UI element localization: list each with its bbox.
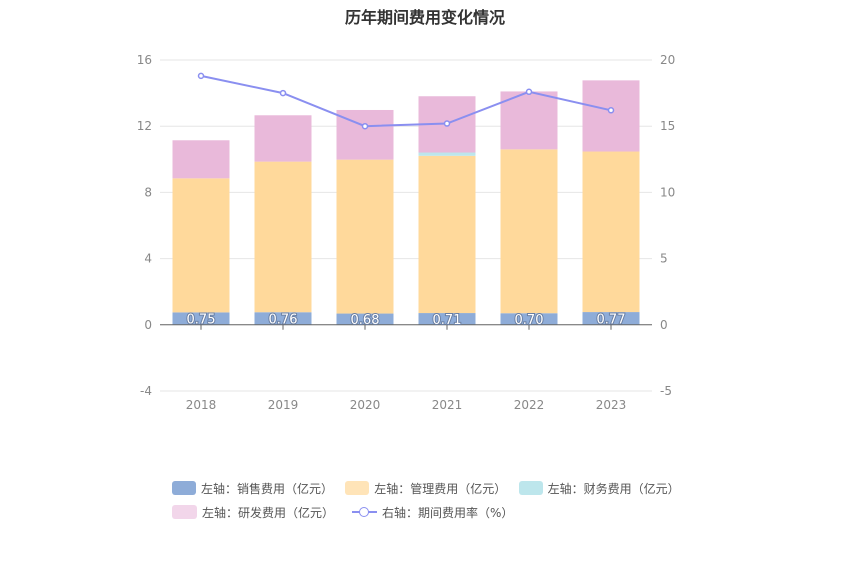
legend-label: 右轴：期间费用率（%） (382, 505, 514, 520)
bar-segment (582, 312, 640, 325)
bar-segment (172, 140, 230, 179)
line-path (200, 74, 612, 128)
y-left-tick-label: 8 (144, 185, 152, 199)
y-right-tick-label: 10 (660, 185, 675, 199)
x-tick-label: 2018 (186, 398, 217, 412)
bar-segment (172, 178, 230, 313)
y-right-tick-label: 5 (660, 252, 668, 266)
legend-item-sales[interactable]: 左轴：销售费用（亿元） (172, 480, 333, 497)
data-label: 0.70 (515, 313, 544, 328)
y-left-tick-label: 0 (144, 318, 152, 332)
y-left-tick-label: 12 (137, 119, 152, 133)
chart-title: 历年期间费用变化情况 (344, 8, 505, 27)
legend-swatch (172, 481, 196, 495)
legend-item-rnd[interactable]: 左轴：研发费用（亿元） (172, 504, 334, 521)
line-point (279, 89, 287, 97)
bar-segment (582, 151, 640, 313)
legend-item-admin[interactable]: 左轴：管理费用（亿元） (345, 480, 507, 497)
data-label: 0.71 (433, 313, 462, 328)
bar-segment (254, 115, 312, 162)
legend-label: 左轴：研发费用（亿元） (202, 505, 335, 520)
legend-label: 左轴：财务费用（亿元） (547, 481, 680, 496)
x-tick-label: 2019 (268, 398, 299, 412)
x-tick-label: 2021 (432, 398, 463, 412)
bar-segment (500, 91, 558, 150)
data-labels: 0.75 0.76 0.68 0.71 0.70 0.77 (186, 311, 627, 329)
bar-segment (254, 312, 312, 325)
x-tick-label: 2020 (350, 398, 381, 412)
line-point (525, 88, 533, 96)
legend-item-expense-ratio[interactable]: 右轴：期间费用率（%） (352, 504, 513, 521)
legend-swatch (518, 481, 543, 495)
data-label: 0.77 (597, 312, 626, 327)
bar-segment (500, 149, 558, 314)
axes: -4 0 4 8 12 16 -5 0 5 10 15 20 2018 2019 2020 2021 2022 2… (137, 53, 676, 412)
x-tick-label: 2023 (596, 398, 627, 412)
x-tick-label: 2022 (514, 398, 545, 412)
line-point (443, 120, 451, 127)
bar-segment (336, 313, 394, 325)
data-label: 0.75 (187, 313, 216, 328)
bar-segment (500, 313, 558, 325)
y-right-tick-label: -5 (660, 384, 672, 398)
y-left-tick-label: 16 (137, 53, 152, 67)
legend-item-finance[interactable]: 左轴：财务费用（亿元） (518, 480, 680, 497)
legend-label: 左轴：销售费用（亿元） (200, 481, 333, 496)
y-left-tick-label: -4 (140, 384, 152, 398)
bar-segment (582, 80, 640, 152)
line-point (197, 72, 205, 80)
bar-segment (418, 152, 476, 156)
bar-segment (418, 313, 476, 325)
line-point (361, 122, 369, 130)
legend-line-marker-icon (352, 505, 378, 519)
legend-swatch (172, 505, 197, 519)
line-series (197, 72, 615, 130)
line-point (607, 107, 615, 114)
bar-segment (172, 312, 230, 325)
bar-segment (254, 161, 312, 313)
gridlines (160, 59, 652, 392)
y-left-tick-label: 4 (144, 252, 152, 266)
legend-swatch (345, 481, 370, 495)
bar-segment (418, 155, 476, 314)
y-right-tick-label: 0 (660, 318, 668, 332)
bar-series (172, 80, 640, 325)
data-label: 0.68 (351, 313, 380, 328)
bar-segment (336, 159, 394, 314)
y-right-tick-label: 20 (660, 53, 675, 67)
legend: 左轴：销售费用（亿元） 左轴：管理费用（亿元） 左轴：财务费用（亿元） 左轴：研… (172, 476, 692, 524)
y-right-tick-label: 15 (660, 119, 675, 133)
data-label: 0.76 (269, 313, 298, 328)
legend-label: 左轴：管理费用（亿元） (374, 481, 507, 496)
